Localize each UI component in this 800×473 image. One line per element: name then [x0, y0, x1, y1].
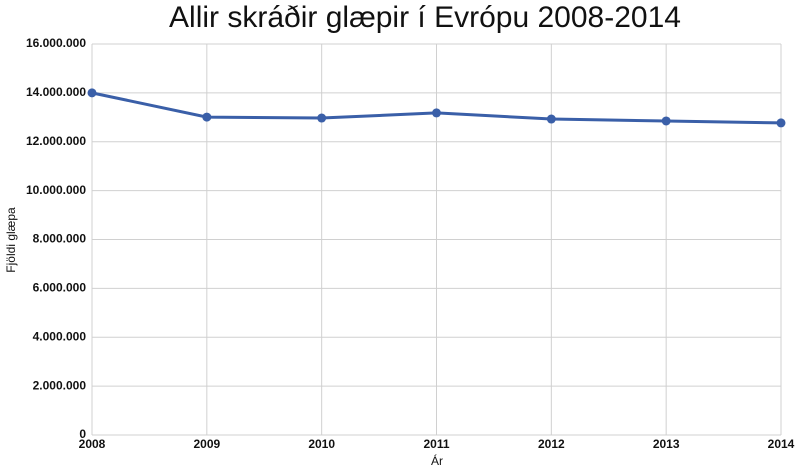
y-tick-label: 16.000.000 [26, 36, 86, 50]
x-tick-label: 2013 [653, 437, 680, 451]
x-tick-label: 2012 [538, 437, 565, 451]
data-point [87, 88, 97, 98]
data-point [546, 114, 556, 124]
x-axis-label: Ár [431, 453, 443, 468]
y-tick-label: 0 [79, 427, 86, 441]
data-point [202, 112, 212, 122]
y-tick-label: 2.000.000 [33, 378, 87, 392]
x-tick-label: 2010 [308, 437, 335, 451]
data-point [776, 118, 786, 128]
y-tick-label: 10.000.000 [26, 183, 86, 197]
data-point [317, 113, 327, 123]
x-tick-label: 2008 [79, 437, 106, 451]
x-tick-label: 2011 [423, 437, 449, 451]
y-tick-label: 8.000.000 [33, 232, 87, 246]
x-tick-label: 2014 [768, 437, 795, 451]
y-axis-label: Fjöldi glæpa [4, 207, 18, 273]
y-tick-label: 12.000.000 [26, 134, 86, 148]
x-tick-label: 2009 [193, 437, 220, 451]
chart-title: Allir skráðir glæpir í Evrópu 2008-2014 [169, 1, 681, 34]
y-tick-label: 14.000.000 [26, 85, 86, 99]
data-point [661, 116, 671, 126]
y-tick-label: 4.000.000 [33, 329, 87, 343]
data-point [432, 108, 441, 118]
y-tick-label: 6.000.000 [33, 281, 87, 295]
